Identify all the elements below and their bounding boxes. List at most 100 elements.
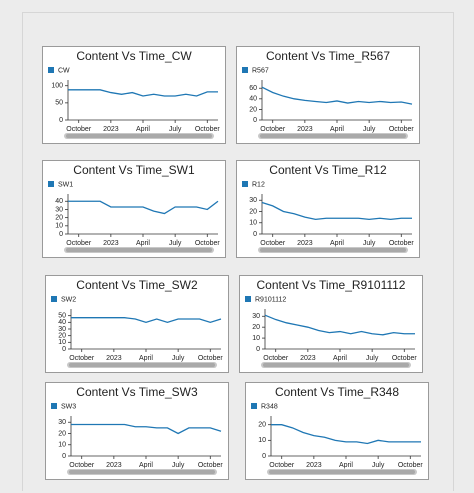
legend-label: SW3 — [61, 403, 76, 410]
data-line — [68, 89, 218, 97]
scrollbar-thumb[interactable] — [260, 248, 406, 252]
chart-panel: Content Vs Time_R567 R567 0 20 40 60 October 20… — [236, 46, 420, 144]
y-tick-label: 20 — [55, 214, 63, 221]
x-tick-label: October — [66, 126, 92, 133]
y-tick-label: 10 — [252, 335, 260, 342]
chart-panel: Content Vs Time_R12 R12 0 10 20 30 October 2023… — [236, 160, 420, 258]
panel-background — [245, 382, 429, 480]
legend-label: R12 — [252, 181, 265, 188]
chart-panel: Content Vs Time_R348 R348 0 10 20 October 2023… — [245, 382, 429, 480]
y-tick-label: 20 — [58, 430, 66, 437]
legend-swatch — [251, 403, 257, 409]
y-tick-label: 30 — [58, 419, 66, 426]
y-tick-label: 10 — [258, 437, 266, 444]
panel-background — [42, 46, 226, 144]
x-tick-label: October — [389, 126, 415, 133]
y-tick-label: 40 — [249, 96, 257, 103]
chart-panel: Content Vs Time_CW CW 0 50 100 October 2023 Apr… — [42, 46, 226, 144]
x-tick-label: April — [136, 126, 150, 133]
legend-swatch — [48, 67, 54, 73]
legend-label: R9101112 — [255, 296, 286, 303]
legend-label: R348 — [261, 403, 278, 410]
x-tick-label: October — [392, 355, 418, 362]
chart-title: Content Vs Time_R567 — [266, 49, 390, 63]
x-tick-label: 2023 — [106, 462, 122, 469]
y-tick-label: 100 — [51, 83, 63, 90]
chart-title: Content Vs Time_CW — [76, 49, 192, 63]
y-tick-label: 30 — [58, 326, 66, 333]
x-tick-label: April — [139, 355, 153, 362]
y-tick-label: 0 — [59, 117, 63, 124]
chart-panel: Content Vs Time_R9101112 R9101112 0 10 20 30 O… — [239, 275, 423, 373]
x-tick-label: October — [389, 240, 415, 247]
scrollbar-thumb[interactable] — [260, 134, 406, 138]
y-tick-label: 20 — [258, 422, 266, 429]
data-line — [71, 317, 222, 324]
y-tick-label: 10 — [58, 442, 66, 449]
x-tick-label: April — [333, 355, 347, 362]
chart-title: Content Vs Time_R12 — [269, 163, 387, 177]
data-line — [261, 86, 413, 105]
x-tick-label: 2023 — [106, 355, 122, 362]
data-line — [261, 201, 412, 221]
x-tick-label: October — [263, 355, 289, 362]
panel-background — [42, 160, 226, 258]
y-tick-label: 30 — [252, 313, 260, 320]
y-tick-label: 0 — [262, 453, 266, 460]
x-tick-label: July — [172, 462, 185, 469]
x-tick-label: July — [169, 126, 182, 133]
x-tick-label: April — [136, 240, 150, 247]
chart-title: Content Vs Time_R348 — [275, 385, 399, 399]
x-tick-label: October — [69, 355, 95, 362]
y-tick-label: 0 — [253, 117, 257, 124]
x-tick-label: July — [363, 240, 376, 247]
chart-title: Content Vs Time_SW3 — [76, 385, 198, 399]
x-tick-label: October — [198, 462, 224, 469]
data-line — [68, 200, 219, 215]
x-tick-label: 2023 — [297, 240, 313, 247]
y-tick-label: 10 — [55, 223, 63, 230]
x-tick-label: July — [366, 355, 379, 362]
x-tick-label: 2023 — [300, 355, 316, 362]
data-line — [271, 424, 421, 445]
y-tick-label: 50 — [55, 100, 63, 107]
x-tick-label: 2023 — [297, 126, 313, 133]
x-tick-label: July — [363, 126, 376, 133]
x-tick-label: October — [198, 355, 224, 362]
y-tick-label: 20 — [252, 324, 260, 331]
y-tick-label: 20 — [249, 106, 257, 113]
x-tick-label: October — [66, 240, 92, 247]
legend-swatch — [48, 181, 54, 187]
y-tick-label: 20 — [249, 208, 257, 215]
x-tick-label: 2023 — [103, 126, 119, 133]
scrollbar-thumb[interactable] — [69, 363, 215, 367]
legend-label: SW1 — [58, 181, 73, 188]
legend-swatch — [51, 296, 57, 302]
panel-background — [236, 46, 420, 144]
legend-label: CW — [58, 67, 70, 74]
y-tick-label: 10 — [249, 220, 257, 227]
legend-swatch — [51, 403, 57, 409]
x-tick-label: April — [139, 462, 153, 469]
x-tick-label: July — [169, 240, 182, 247]
legend-label: SW2 — [61, 296, 76, 303]
scrollbar-thumb[interactable] — [269, 470, 415, 474]
x-tick-label: April — [339, 462, 353, 469]
x-tick-label: October — [195, 240, 221, 247]
scrollbar-thumb[interactable] — [66, 248, 212, 252]
x-tick-label: 2023 — [103, 240, 119, 247]
y-tick-label: 0 — [253, 231, 257, 238]
scrollbar-thumb[interactable] — [263, 363, 409, 367]
y-tick-label: 0 — [59, 231, 63, 238]
y-tick-label: 0 — [62, 453, 66, 460]
x-tick-label: October — [269, 462, 295, 469]
chart-title: Content Vs Time_SW1 — [73, 163, 195, 177]
x-tick-label: July — [172, 355, 185, 362]
scrollbar-thumb[interactable] — [66, 134, 212, 138]
x-tick-label: July — [372, 462, 385, 469]
scrollbar-thumb[interactable] — [69, 470, 215, 474]
legend-swatch — [242, 67, 248, 73]
y-tick-label: 0 — [62, 346, 66, 353]
x-tick-label: October — [260, 240, 286, 247]
